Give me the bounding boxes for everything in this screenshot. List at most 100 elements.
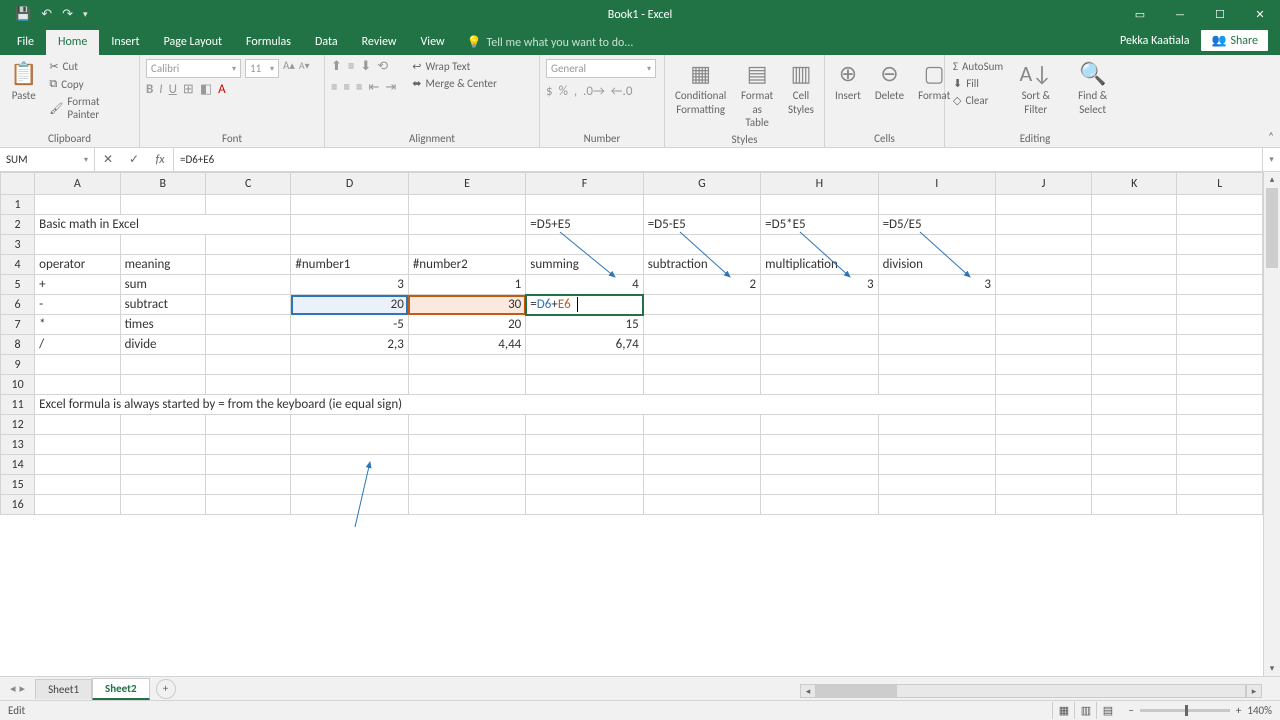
decrease-font-icon[interactable]: A▾ [299,59,310,78]
cell-C3[interactable] [205,235,290,255]
cell-K11[interactable] [1092,395,1177,415]
cell-D4[interactable]: #number1 [291,255,408,275]
maximize-icon[interactable]: ☐ [1200,0,1240,29]
row-header-9[interactable]: 9 [1,355,35,375]
cell-F13[interactable] [526,435,643,455]
cell-E2[interactable] [408,215,525,235]
clear-button[interactable]: ◇Clear [951,93,1005,108]
cell-F15[interactable] [526,475,643,495]
normal-view-icon[interactable]: ▦ [1052,702,1074,719]
col-header-F[interactable]: F [526,173,643,195]
cell-H7[interactable] [761,315,878,335]
cell-F7[interactable]: 15 [526,315,643,335]
fill-button[interactable]: ⬇Fill [951,76,1005,91]
cell-J9[interactable] [996,355,1092,375]
align-top-icon[interactable]: ⬆ [331,59,342,74]
row-header-6[interactable]: 6 [1,295,35,315]
scroll-thumb[interactable] [1266,188,1278,268]
bold-icon[interactable]: B [146,82,153,97]
cell-L7[interactable] [1177,315,1263,335]
cell-C14[interactable] [205,455,290,475]
cell-D8[interactable]: 2,3 [291,335,408,355]
cell-B7[interactable]: times [120,315,205,335]
row-header-14[interactable]: 14 [1,455,35,475]
cell-D16[interactable] [291,495,408,515]
col-header-H[interactable]: H [761,173,878,195]
ribbon-display-icon[interactable]: ▭ [1120,0,1160,29]
cell-I14[interactable] [878,455,995,475]
cell-A2[interactable]: Basic math in Excel [35,215,291,235]
cell-B12[interactable] [120,415,205,435]
cell-F5[interactable]: 4 [526,275,643,295]
cell-H5[interactable]: 3 [761,275,878,295]
cell-I8[interactable] [878,335,995,355]
cell-B10[interactable] [120,375,205,395]
cell-E1[interactable] [408,195,525,215]
cell-L9[interactable] [1177,355,1263,375]
cell-L12[interactable] [1177,415,1263,435]
cell-C13[interactable] [205,435,290,455]
cell-E14[interactable] [408,455,525,475]
cell-H15[interactable] [761,475,878,495]
redo-icon[interactable]: ↷ [62,7,73,22]
cell-K9[interactable] [1092,355,1177,375]
sheet-nav-next-icon[interactable]: ▸ [20,682,26,695]
font-color-icon[interactable]: A [218,82,226,97]
cell-E16[interactable] [408,495,525,515]
cell-B9[interactable] [120,355,205,375]
cell-H9[interactable] [761,355,878,375]
cell-I10[interactable] [878,375,995,395]
cell-A1[interactable] [35,195,120,215]
inc-decimal-icon[interactable]: .0→ [583,84,605,99]
indent-dec-icon[interactable]: ⇤ [368,80,379,95]
name-box[interactable]: SUM ▾ [0,148,95,171]
cell-H8[interactable] [761,335,878,355]
cell-D2[interactable] [291,215,408,235]
align-left-icon[interactable]: ≡ [331,80,337,95]
cell-H4[interactable]: multiplication [761,255,878,275]
col-header-I[interactable]: I [878,173,995,195]
row-header-2[interactable]: 2 [1,215,35,235]
currency-icon[interactable]: $ [546,84,553,99]
comma-icon[interactable]: , [574,84,577,99]
cell-A5[interactable]: + [35,275,120,295]
qat-more-icon[interactable]: ▾ [83,9,88,20]
row-header-13[interactable]: 13 [1,435,35,455]
align-center-icon[interactable]: ≡ [343,80,349,95]
cell-G9[interactable] [643,355,760,375]
cell-J14[interactable] [996,455,1092,475]
align-right-icon[interactable]: ≡ [356,80,362,95]
cell-I9[interactable] [878,355,995,375]
cell-K16[interactable] [1092,495,1177,515]
expand-formula-bar-icon[interactable]: ▾ [1262,148,1280,171]
cell-F3[interactable] [526,235,643,255]
cell-L13[interactable] [1177,435,1263,455]
col-header-J[interactable]: J [996,173,1092,195]
row-header-1[interactable]: 1 [1,195,35,215]
scroll-up-icon[interactable]: ▴ [1264,172,1280,187]
cell-D5[interactable]: 3 [291,275,408,295]
spreadsheet-grid[interactable]: ABCDEFGHIJKL12Basic math in Excel=D5+E5=… [0,172,1263,676]
formula-input[interactable]: =D6+E6 [174,148,1262,171]
row-header-4[interactable]: 4 [1,255,35,275]
cell-L16[interactable] [1177,495,1263,515]
cell-I5[interactable]: 3 [878,275,995,295]
cell-F10[interactable] [526,375,643,395]
cell-B1[interactable] [120,195,205,215]
cell-A11[interactable]: Excel formula is always started by = fro… [35,395,996,415]
cell-B3[interactable] [120,235,205,255]
cell-J7[interactable] [996,315,1092,335]
cell-L14[interactable] [1177,455,1263,475]
cell-I4[interactable]: division [878,255,995,275]
cell-D10[interactable] [291,375,408,395]
cell-F16[interactable] [526,495,643,515]
tab-view[interactable]: View [409,30,457,55]
cell-K1[interactable] [1092,195,1177,215]
cell-A15[interactable] [35,475,120,495]
hscroll-left-icon[interactable]: ◂ [800,684,816,698]
percent-icon[interactable]: % [559,84,568,99]
col-header-E[interactable]: E [408,173,525,195]
cell-K3[interactable] [1092,235,1177,255]
cell-J12[interactable] [996,415,1092,435]
cell-I7[interactable] [878,315,995,335]
